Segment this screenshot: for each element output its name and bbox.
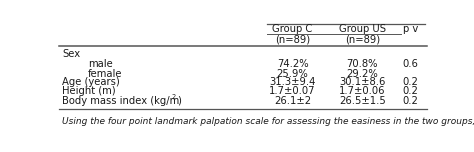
Text: p v: p v <box>403 24 418 34</box>
Text: Group US: Group US <box>339 24 386 34</box>
Text: Age (years): Age (years) <box>62 77 120 87</box>
Text: 0.2: 0.2 <box>403 96 419 106</box>
Text: 2: 2 <box>171 94 175 100</box>
Text: male: male <box>88 59 113 69</box>
Text: Group C: Group C <box>273 24 313 34</box>
Text: female: female <box>88 69 122 79</box>
Text: ): ) <box>177 96 181 106</box>
Text: Body mass index (kg/m: Body mass index (kg/m <box>62 96 180 106</box>
Text: Using the four point landmark palpation scale for assessing the easiness in the : Using the four point landmark palpation … <box>62 117 474 126</box>
Text: Sex: Sex <box>62 49 80 59</box>
Text: 0.2: 0.2 <box>403 77 419 87</box>
Text: Height (m): Height (m) <box>62 86 116 96</box>
Text: 0.2: 0.2 <box>403 86 419 96</box>
Text: 74.2%: 74.2% <box>277 59 308 69</box>
Text: 29.2%: 29.2% <box>346 69 378 79</box>
Text: 31.3±9.4: 31.3±9.4 <box>269 77 316 87</box>
Text: 26.5±1.5: 26.5±1.5 <box>339 96 386 106</box>
Text: 30.1±8.6: 30.1±8.6 <box>339 77 385 87</box>
Text: 1.7±0.06: 1.7±0.06 <box>339 86 385 96</box>
Text: 70.8%: 70.8% <box>346 59 378 69</box>
Text: 25.9%: 25.9% <box>277 69 309 79</box>
Text: 1.7±0.07: 1.7±0.07 <box>269 86 316 96</box>
Text: (n=89): (n=89) <box>345 35 380 45</box>
Text: 0.6: 0.6 <box>403 59 419 69</box>
Text: (n=89): (n=89) <box>275 35 310 45</box>
Text: 26.1±2: 26.1±2 <box>274 96 311 106</box>
